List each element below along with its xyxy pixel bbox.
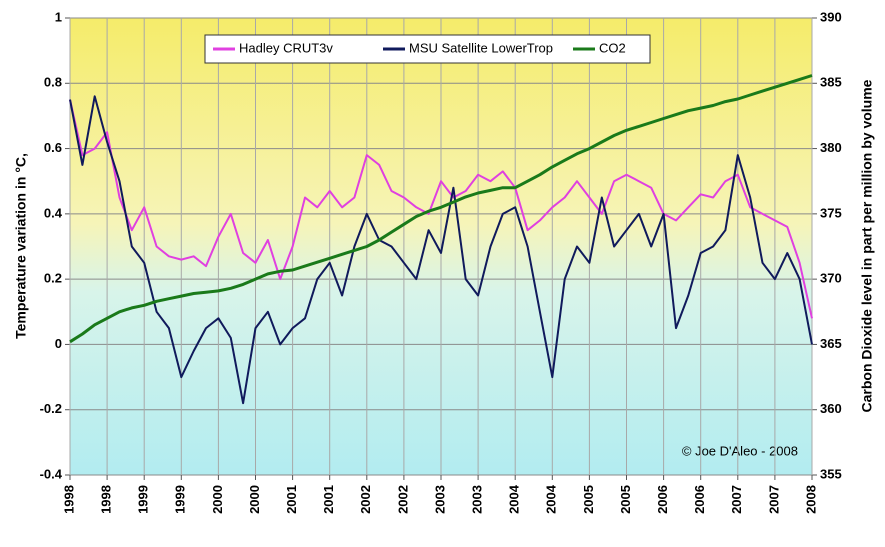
x-tick-label: 2003 xyxy=(470,485,485,514)
y-tick-label: -0.2 xyxy=(40,401,62,416)
x-tick-label: 2005 xyxy=(581,485,596,514)
y2-tick-label: 385 xyxy=(820,75,842,90)
x-tick-label: 2000 xyxy=(210,485,225,514)
series-line xyxy=(69,99,813,319)
y-tick-label: 0.4 xyxy=(44,205,63,220)
y2-tick-label: 355 xyxy=(820,466,842,481)
y2-tick-label: 370 xyxy=(820,271,842,286)
x-tick-label: 2001 xyxy=(284,485,299,514)
series-line xyxy=(69,74,813,344)
x-tick-label: 2004 xyxy=(507,484,522,514)
x-tick-label: 2008 xyxy=(803,485,818,514)
y-tick-label: 0.6 xyxy=(44,140,62,155)
x-tick-label: 2004 xyxy=(544,484,559,514)
y2-tick-label: 360 xyxy=(820,401,842,416)
y-tick-label: -0.4 xyxy=(40,466,63,481)
x-tick-label: 2007 xyxy=(766,485,781,514)
y-tick-label: 1 xyxy=(55,9,62,24)
x-tick-label: 2007 xyxy=(729,485,744,514)
x-tick-label: 2002 xyxy=(395,485,410,514)
y2-tick-label: 380 xyxy=(820,140,842,155)
y-tick-label: 0 xyxy=(55,336,62,351)
x-tick-label: 2006 xyxy=(692,485,707,514)
x-tick-label: 2002 xyxy=(358,485,373,514)
legend-label: Hadley CRUT3v xyxy=(239,40,333,55)
x-tick-label: 1998 xyxy=(61,485,76,514)
annotation: © Joe D'Aleo - 2008 xyxy=(682,443,798,458)
x-tick-label: 2005 xyxy=(618,485,633,514)
x-tick-label: 2000 xyxy=(247,485,262,514)
y2-tick-label: 365 xyxy=(820,336,842,351)
y-tick-label: 0.8 xyxy=(44,75,62,90)
y2-axis-label: Carbon Dioxide level in part per million… xyxy=(859,79,875,412)
y2-tick-label: 375 xyxy=(820,205,842,220)
x-tick-label: 1998 xyxy=(99,485,114,514)
series-line xyxy=(69,95,813,405)
y-axis-label: Temperature variation in °C, xyxy=(13,153,29,339)
y2-tick-label: 390 xyxy=(820,9,842,24)
x-tick-label: 1999 xyxy=(136,485,151,514)
x-tick-label: 2006 xyxy=(655,485,670,514)
legend-label: CO2 xyxy=(599,40,626,55)
y-tick-label: 0.2 xyxy=(44,271,62,286)
legend-label: MSU Satellite LowerTrop xyxy=(409,40,553,55)
x-tick-label: 2001 xyxy=(321,485,336,514)
legend-box xyxy=(204,34,651,64)
x-tick-label: 2003 xyxy=(432,485,447,514)
x-tick-label: 1999 xyxy=(173,485,188,514)
